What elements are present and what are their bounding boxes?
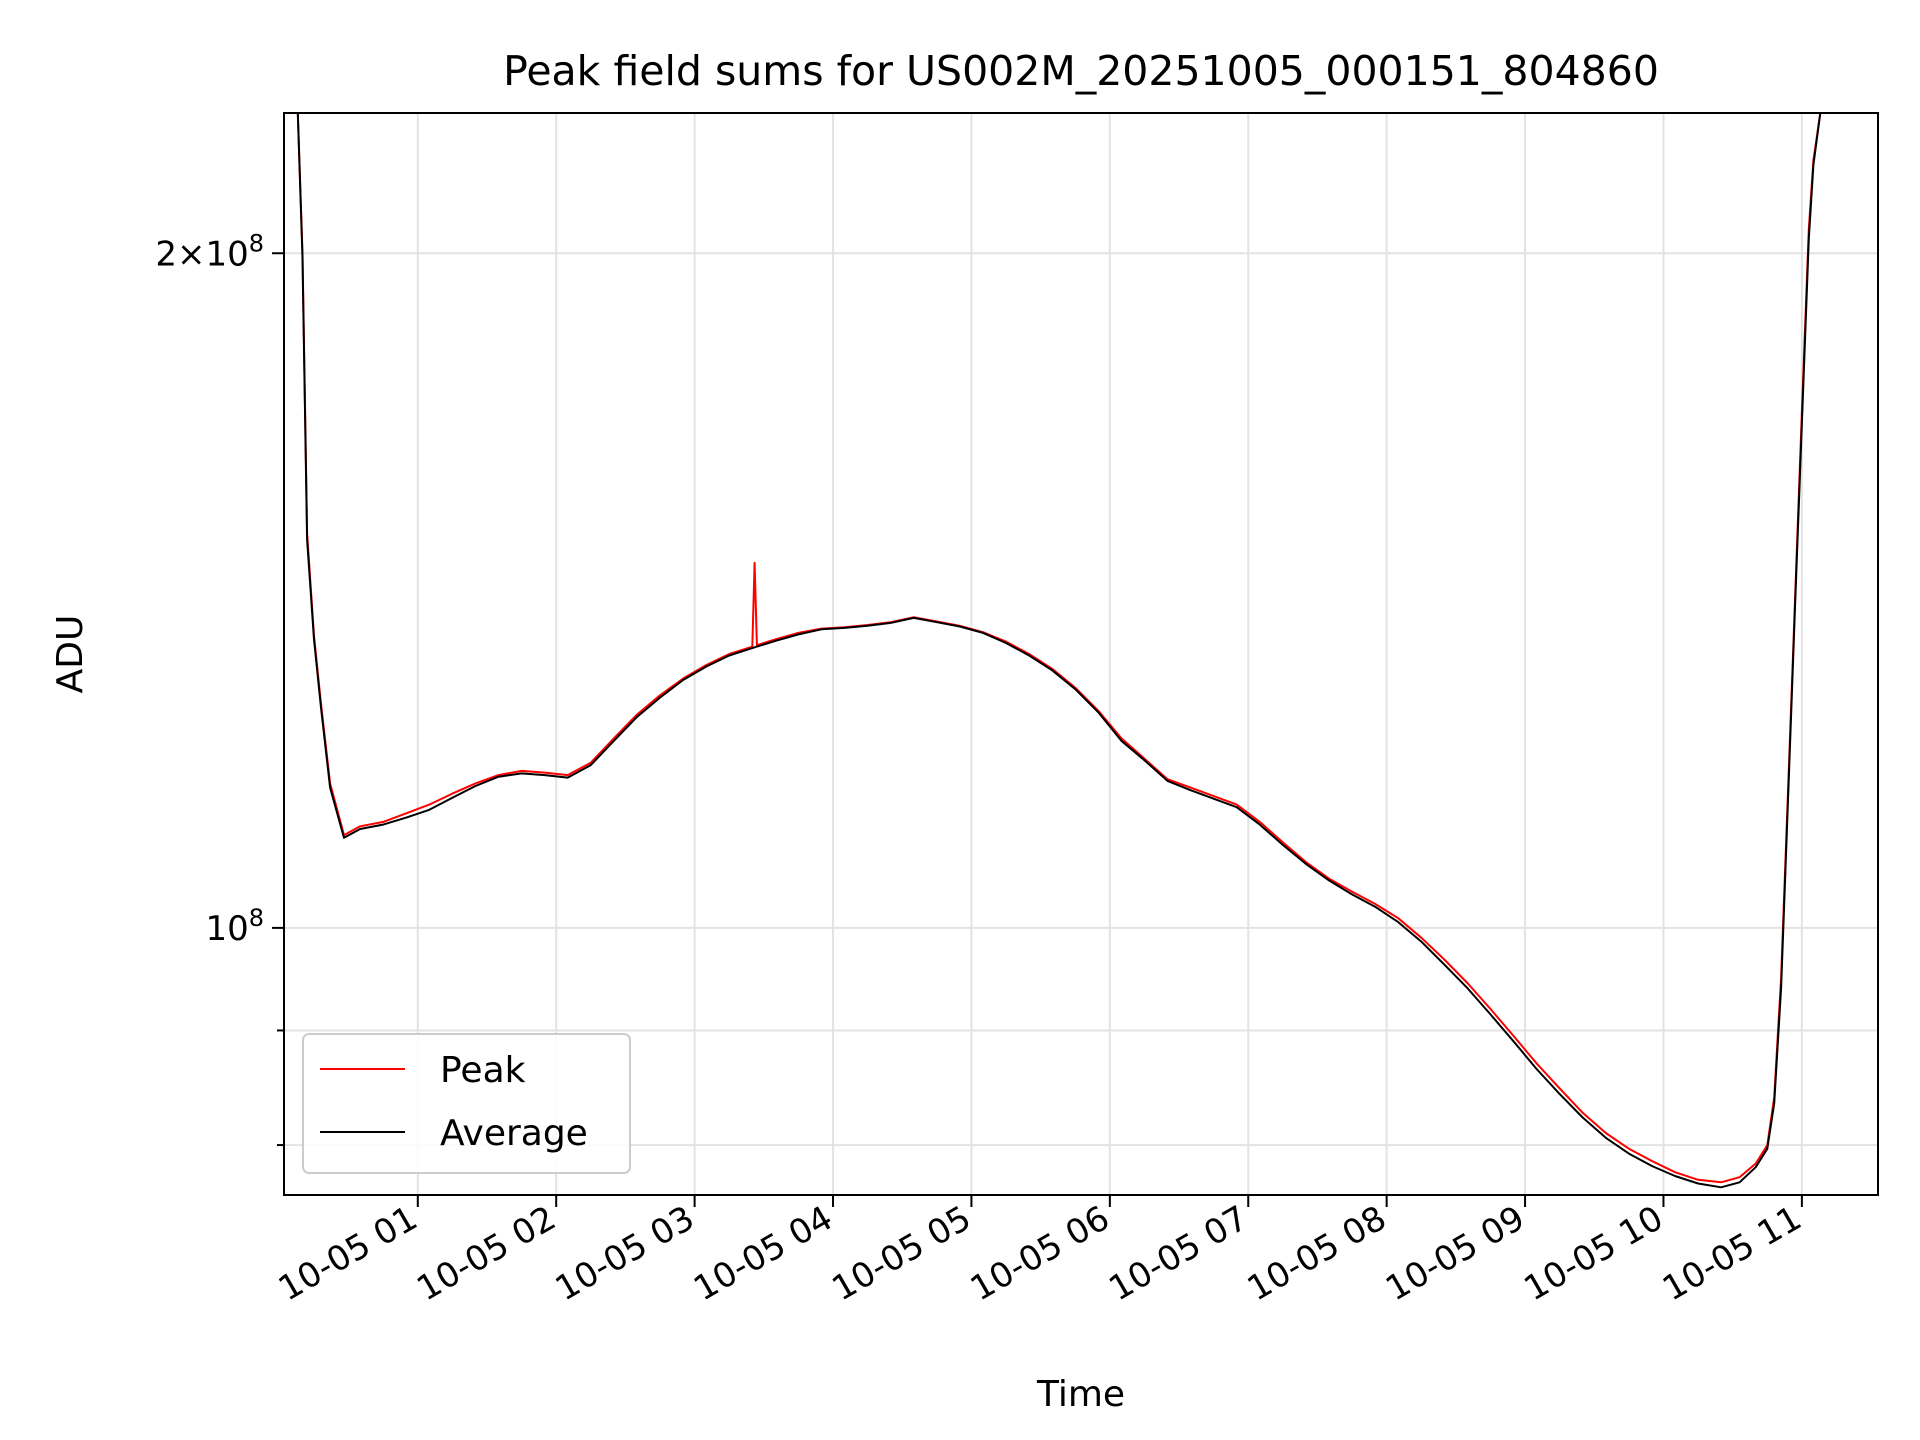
legend: Peak Average bbox=[302, 1033, 631, 1174]
legend-label-peak: Peak bbox=[440, 1050, 526, 1091]
chart-title: Peak field sums for US002M_20251005_0001… bbox=[503, 47, 1659, 95]
y-axis: 2×108 108 bbox=[155, 229, 284, 1147]
plot-frame bbox=[283, 112, 1879, 1196]
y-tick-label: 108 bbox=[205, 904, 264, 949]
x-axis-label: Time bbox=[1036, 1374, 1125, 1415]
grid bbox=[284, 113, 1878, 1195]
series-line-average bbox=[296, 113, 1822, 1189]
legend-label-average: Average bbox=[440, 1113, 588, 1154]
series-line-peak bbox=[296, 113, 1822, 1184]
plot-area bbox=[296, 113, 1822, 1189]
y-tick-label: 2×108 bbox=[155, 229, 264, 274]
y-axis-label: ADU bbox=[50, 615, 91, 694]
